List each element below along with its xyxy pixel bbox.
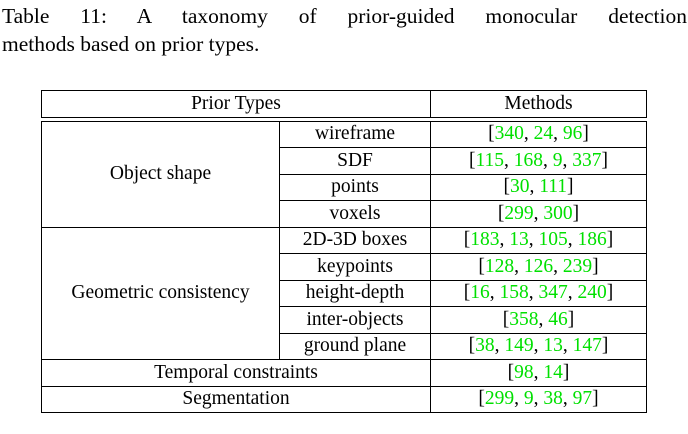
methods-cell: [299, 300] bbox=[430, 200, 647, 228]
methods-cell: [98, 14] bbox=[430, 359, 647, 387]
table-body: Object shape wireframe [340, 24, 96] SDF [11… bbox=[41, 120, 647, 414]
citation-link[interactable]: 147 bbox=[572, 335, 602, 357]
methods-cell: [358, 46] bbox=[430, 306, 647, 334]
table-caption: Table 11: A taxonomy of prior-guided mon… bbox=[2, 2, 687, 58]
caption-line-1: Table 11: A taxonomy of prior-guided mon… bbox=[2, 4, 687, 28]
caption-line-2: methods based on prior types. bbox=[2, 32, 260, 56]
citation-link[interactable]: 30 bbox=[509, 176, 530, 198]
table-row: SDF [115, 168, 9, 337] bbox=[42, 147, 647, 175]
citation-link[interactable]: 186 bbox=[577, 229, 607, 251]
citation-link[interactable]: 97 bbox=[572, 388, 593, 410]
citation-link[interactable]: 340 bbox=[494, 123, 524, 145]
citation-link[interactable]: 299 bbox=[504, 202, 534, 224]
prior-subtype-cell: SDF bbox=[279, 147, 431, 175]
citation-link[interactable]: 24 bbox=[533, 123, 554, 145]
citation-link[interactable]: 98 bbox=[514, 361, 534, 383]
table-row: Object shape wireframe [340, 24, 96] bbox=[41, 120, 647, 228]
methods-cell: [30, 111] bbox=[430, 173, 647, 201]
prior-subtype-cell: wireframe bbox=[279, 120, 431, 148]
citation-link[interactable]: 115 bbox=[475, 149, 505, 171]
citation-link[interactable]: 300 bbox=[543, 202, 573, 224]
citation-link[interactable]: 38 bbox=[543, 388, 563, 410]
table-row: inter-objects [358, 46] bbox=[42, 306, 647, 334]
table-row: Geometric consistency 2D-3D boxes [183, 13… bbox=[41, 226, 647, 360]
header-row: Prior Types Methods bbox=[41, 90, 647, 118]
citation-link[interactable]: 358 bbox=[509, 308, 539, 330]
citation-link[interactable]: 126 bbox=[523, 255, 554, 277]
citation-link[interactable]: 105 bbox=[538, 229, 568, 251]
table-row: points [30, 111] bbox=[42, 173, 647, 201]
citation-link[interactable]: 111 bbox=[539, 176, 568, 198]
citation-link[interactable]: 16 bbox=[470, 282, 490, 304]
header-cell-methods: Methods bbox=[430, 90, 647, 118]
prior-category-cell: Geometric consistency bbox=[41, 226, 280, 360]
citation-link[interactable]: 9 bbox=[523, 388, 534, 410]
citation-link[interactable]: 347 bbox=[538, 282, 568, 304]
prior-subtype-cell: height-depth bbox=[279, 279, 431, 307]
methods-cell: [183, 13, 105, 186] bbox=[430, 226, 647, 254]
taxonomy-table: Prior Types Methods Object shape wirefram… bbox=[41, 90, 647, 414]
table-row: voxels [299, 300] bbox=[42, 200, 647, 228]
methods-cell: [340, 24, 96] bbox=[430, 120, 647, 148]
citation-link[interactable]: 149 bbox=[504, 335, 534, 357]
citation-link[interactable]: 96 bbox=[562, 123, 583, 145]
header-cell-prior-types: Prior Types bbox=[41, 90, 431, 118]
citation-link[interactable]: 14 bbox=[543, 361, 563, 383]
citation-link[interactable]: 46 bbox=[548, 308, 568, 330]
prior-category-cell: Temporal constraints bbox=[41, 359, 431, 387]
citation-link[interactable]: 240 bbox=[577, 282, 607, 304]
prior-category-cell: Object shape bbox=[41, 120, 280, 228]
citation-link[interactable]: 13 bbox=[509, 229, 529, 251]
table-row: ground plane [38, 149, 13, 147] bbox=[42, 332, 647, 360]
prior-subtype-cell: voxels bbox=[279, 200, 431, 228]
citation-link[interactable]: 239 bbox=[562, 255, 593, 277]
methods-cell: [16, 158, 347, 240] bbox=[430, 279, 647, 307]
citation-link[interactable]: 128 bbox=[484, 255, 515, 277]
methods-cell: [38, 149, 13, 147] bbox=[430, 332, 647, 360]
citation-link[interactable]: 13 bbox=[543, 335, 563, 357]
table-header: Prior Types Methods bbox=[41, 90, 647, 118]
prior-subtype-cell: 2D-3D boxes bbox=[279, 226, 431, 254]
citation-link[interactable]: 158 bbox=[499, 282, 529, 304]
citation-link[interactable]: 299 bbox=[484, 388, 515, 410]
table-row: Segmentation [299, 9, 38, 97] bbox=[41, 385, 647, 413]
prior-subtype-cell: inter-objects bbox=[279, 306, 431, 334]
citation-link[interactable]: 168 bbox=[513, 149, 544, 171]
prior-category-cell: Segmentation bbox=[41, 385, 431, 413]
methods-cell: [128, 126, 239] bbox=[430, 253, 647, 281]
methods-cell: [299, 9, 38, 97] bbox=[430, 385, 647, 413]
table-row: keypoints [128, 126, 239] bbox=[42, 253, 647, 281]
citation-link[interactable]: 183 bbox=[470, 229, 500, 251]
table-row: Temporal constraints [98, 14] bbox=[41, 359, 647, 387]
methods-cell: [115, 168, 9, 337] bbox=[430, 147, 647, 175]
citation-link[interactable]: 337 bbox=[572, 149, 602, 171]
citation-link[interactable]: 38 bbox=[475, 335, 495, 357]
prior-subtype-cell: points bbox=[279, 173, 431, 201]
prior-subtype-cell: keypoints bbox=[279, 253, 431, 281]
citation-link[interactable]: 9 bbox=[552, 149, 563, 171]
prior-subtype-cell: ground plane bbox=[279, 332, 431, 360]
